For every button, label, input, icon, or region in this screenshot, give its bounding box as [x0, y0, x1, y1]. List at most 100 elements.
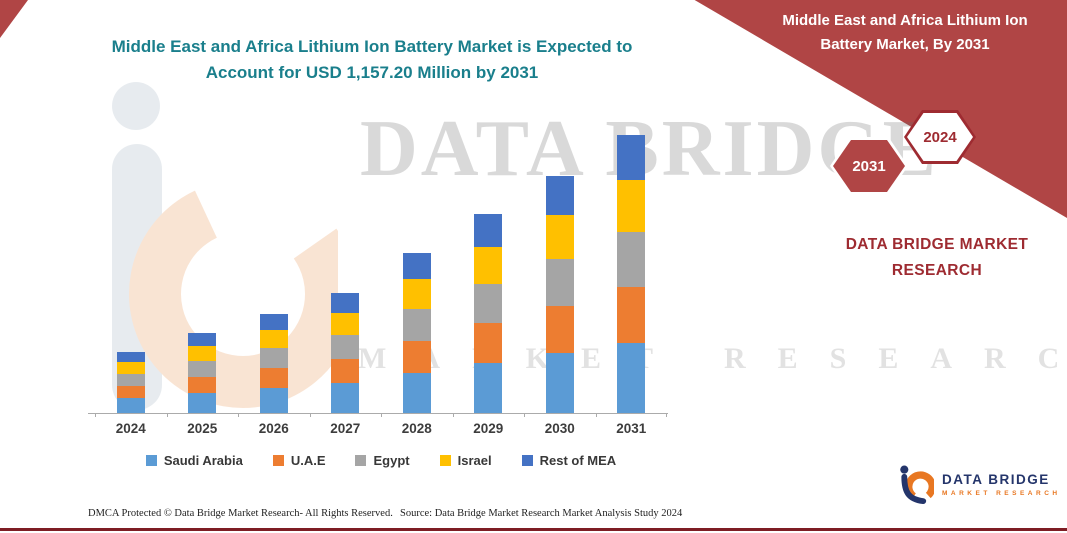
bar-segment-2029-egypt — [474, 284, 503, 323]
stacked-bar-2025 — [188, 333, 217, 413]
bar-segment-2031-saudi-arabia — [617, 343, 646, 413]
footer-source-text: Source: Data Bridge Market Research Mark… — [400, 508, 683, 519]
corner-accent — [0, 0, 28, 38]
bar-cell-2027 — [310, 124, 382, 413]
bar-segment-2028-egypt — [402, 309, 431, 341]
bar-segment-2025-israel — [188, 346, 217, 361]
banner-title-line2: Battery Market, By 2031 — [820, 36, 990, 53]
legend-item-egypt: Egypt — [355, 453, 410, 468]
x-axis — [88, 413, 668, 414]
bar-segment-2028-israel — [402, 279, 431, 309]
bar-segment-2030-israel — [545, 215, 574, 259]
stacked-bar-2028 — [402, 253, 431, 413]
banner-title-line1: Middle East and Africa Lithium Ion — [782, 12, 1028, 29]
bar-cell-2029 — [453, 124, 525, 413]
legend-label: Israel — [457, 453, 492, 468]
bar-segment-2031-rest-of-mea — [617, 135, 646, 180]
bar-segment-2026-saudi-arabia — [259, 388, 288, 413]
axis-label-2026: 2026 — [238, 413, 310, 436]
bar-segment-2031-egypt — [617, 232, 646, 287]
bar-segment-2026-egypt — [259, 348, 288, 368]
legend-swatch — [145, 455, 157, 466]
plot-area — [95, 124, 667, 413]
bar-cell-2028 — [381, 124, 453, 413]
bar-segment-2024-u.a.e — [116, 386, 145, 398]
bar-segment-2031-israel — [617, 180, 646, 232]
bar-segment-2026-rest-of-mea — [259, 314, 288, 330]
bar-segment-2026-u.a.e — [259, 368, 288, 388]
stacked-bar-2024 — [116, 352, 145, 413]
bar-segment-2027-rest-of-mea — [331, 293, 360, 313]
company-logo: DATA BRIDGE MARKET RESEARCH — [898, 463, 1061, 505]
legend-swatch — [272, 455, 284, 466]
legend-label: Saudi Arabia — [163, 453, 243, 468]
bar-segment-2025-saudi-arabia — [188, 393, 217, 413]
bar-segment-2031-u.a.e — [617, 287, 646, 343]
bar-cell-2030 — [524, 124, 596, 413]
legend-item-saudi-arabia: Saudi Arabia — [145, 453, 243, 468]
legend-label: Rest of MEA — [539, 453, 617, 468]
page-title: Middle East and Africa Lithium Ion Batte… — [92, 34, 652, 87]
legend-swatch — [355, 455, 367, 466]
page-title-line2: Account for USD 1,157.20 Million by 2031 — [205, 63, 539, 83]
axis-label-2031: 2031 — [595, 413, 668, 436]
bar-segment-2027-egypt — [331, 335, 360, 359]
brand-wordmark-line1: DATA BRIDGE MARKET — [845, 236, 1029, 253]
bar-segment-2028-u.a.e — [402, 341, 431, 373]
hexagon-badge-2024: 2024 — [904, 110, 976, 164]
bar-segment-2024-saudi-arabia — [116, 398, 145, 413]
legend-label: Egypt — [373, 453, 410, 468]
bar-segment-2025-rest-of-mea — [188, 333, 217, 346]
stacked-bar-2027 — [331, 293, 360, 413]
data-bridge-logo-icon — [900, 465, 934, 505]
bar-segment-2024-egypt — [116, 374, 145, 386]
bar-segment-2030-rest-of-mea — [545, 176, 574, 215]
watermark-logo — [88, 72, 357, 427]
bar-segment-2024-israel — [116, 362, 145, 374]
legend-swatch — [521, 455, 533, 466]
hexagon-badge-2031: 2031 — [830, 137, 908, 195]
axis-label-2029: 2029 — [452, 413, 525, 436]
bar-segment-2029-rest-of-mea — [474, 214, 503, 247]
hexagon-badge-2031-label: 2031 — [833, 140, 905, 192]
bar-segment-2025-egypt — [188, 361, 217, 377]
watermark-b-logo-icon — [112, 82, 357, 410]
bar-segment-2024-rest-of-mea — [116, 352, 145, 362]
bottom-accent-rule — [0, 528, 1067, 531]
axis-label-2028: 2028 — [381, 413, 453, 436]
bar-segment-2028-saudi-arabia — [402, 373, 431, 413]
bar-segment-2029-israel — [474, 247, 503, 284]
bar-segment-2030-egypt — [545, 259, 574, 306]
bar-cell-2031 — [596, 124, 668, 413]
bar-segment-2027-u.a.e — [331, 359, 360, 383]
stacked-bar-2029 — [474, 214, 503, 413]
brand-wordmark-line2: RESEARCH — [891, 262, 983, 280]
bar-segment-2027-israel — [331, 313, 360, 335]
brand-wordmark: DATA BRIDGE MARKET RESEARCH — [842, 232, 1032, 285]
stacked-bar-2030 — [545, 176, 574, 413]
page-title-line1: Middle East and Africa Lithium Ion Batte… — [111, 37, 633, 56]
bar-segment-2030-saudi-arabia — [545, 353, 574, 413]
legend-label: U.A.E — [290, 453, 326, 468]
bar-segment-2030-u.a.e — [545, 306, 574, 353]
axis-label-2030: 2030 — [524, 413, 596, 436]
legend: Saudi Arabia U.A.E Egypt Israel Rest of MEA — [95, 453, 667, 468]
bar-cell-2026 — [238, 124, 310, 413]
stacked-bar-2026 — [259, 314, 288, 413]
company-logo-tagline: MARKET RESEARCH — [942, 489, 1061, 497]
axis-labels: 2024 2025 2026 2027 2028 2029 2030 2031 — [95, 413, 668, 436]
bar-cell-2024 — [95, 124, 167, 413]
bar-segment-2027-saudi-arabia — [331, 383, 360, 413]
axis-label-2024: 2024 — [95, 413, 167, 436]
banner-title: Middle East and Africa Lithium Ion Batte… — [755, 9, 1055, 57]
footer-dmca-text: DMCA Protected © Data Bridge Market Rese… — [88, 508, 393, 519]
axis-label-2027: 2027 — [309, 413, 382, 436]
bar-segment-2029-saudi-arabia — [474, 363, 503, 413]
legend-item-u.a.e: U.A.E — [272, 453, 326, 468]
bar-segment-2025-u.a.e — [188, 377, 217, 393]
bar-segment-2029-u.a.e — [474, 323, 503, 363]
company-logo-name: DATA BRIDGE — [942, 471, 1050, 487]
legend-item-rest-of-mea: Rest of MEA — [521, 453, 617, 468]
axis-label-2025: 2025 — [166, 413, 239, 436]
